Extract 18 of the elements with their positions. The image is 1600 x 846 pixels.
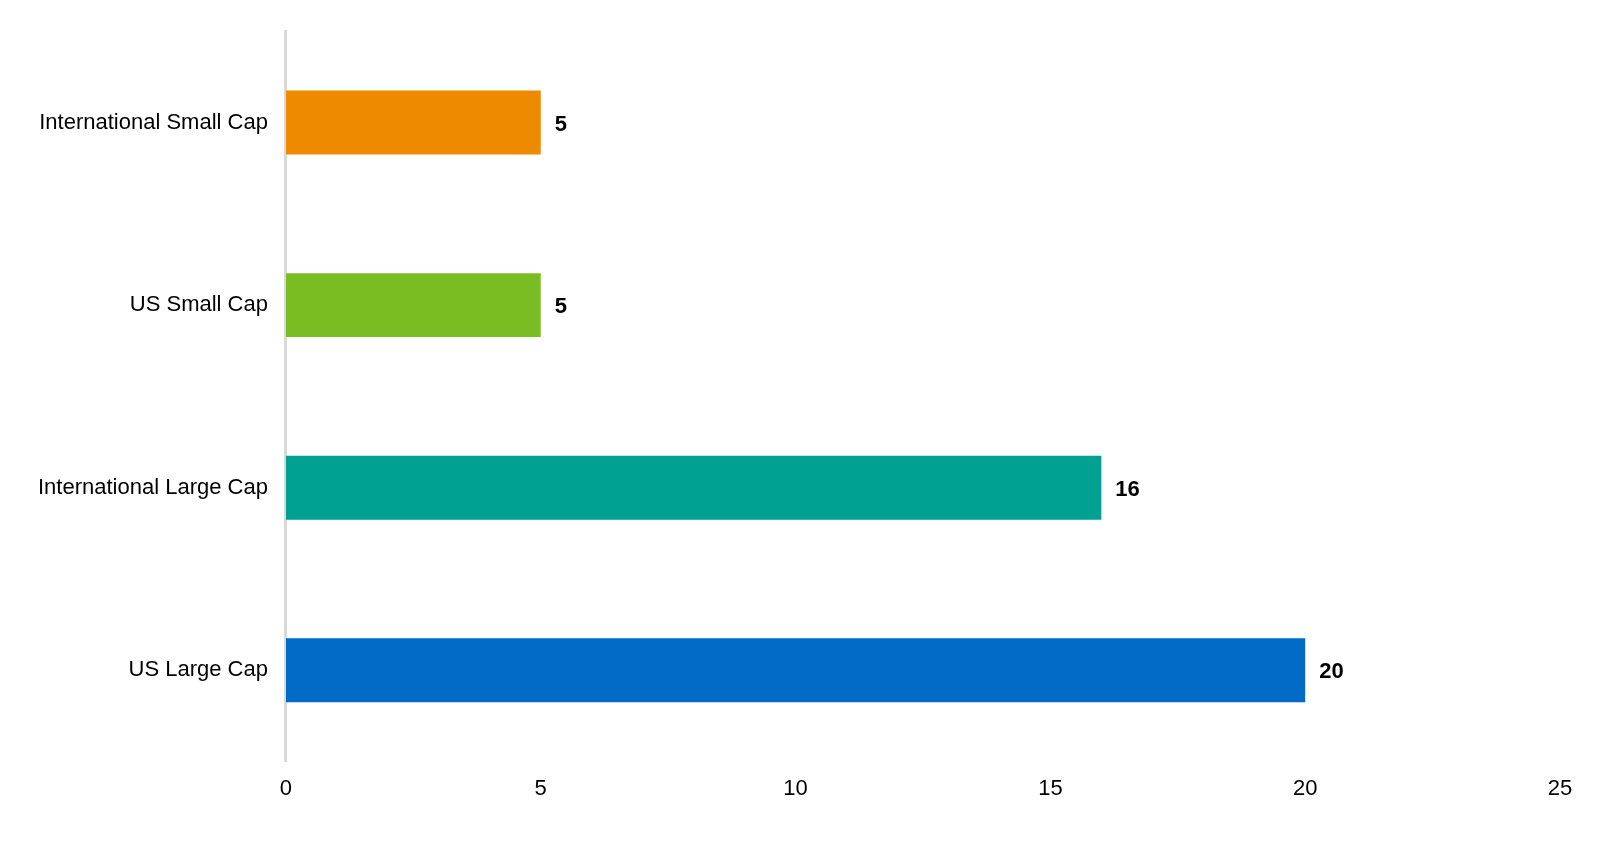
y-tick-label: International Large Cap xyxy=(38,473,268,499)
bar xyxy=(285,90,541,155)
bar xyxy=(285,455,1102,520)
data-label: 5 xyxy=(554,293,567,319)
y-tick-label: International Small Cap xyxy=(39,108,268,134)
x-tick-label: 5 xyxy=(534,774,547,800)
x-tick-label: 10 xyxy=(783,774,808,800)
x-tick-label: 20 xyxy=(1292,774,1318,800)
x-tick-label: 25 xyxy=(1547,774,1573,800)
bar xyxy=(285,638,1306,703)
x-tick-label: 15 xyxy=(1038,774,1063,800)
x-tick-label: 0 xyxy=(279,774,293,800)
bar xyxy=(285,273,541,338)
data-label: 5 xyxy=(554,110,567,136)
y-tick-label: US Large Cap xyxy=(128,656,268,682)
y-tick-label: US Small Cap xyxy=(129,291,268,317)
data-label: 16 xyxy=(1115,475,1140,501)
data-label: 20 xyxy=(1319,658,1344,684)
